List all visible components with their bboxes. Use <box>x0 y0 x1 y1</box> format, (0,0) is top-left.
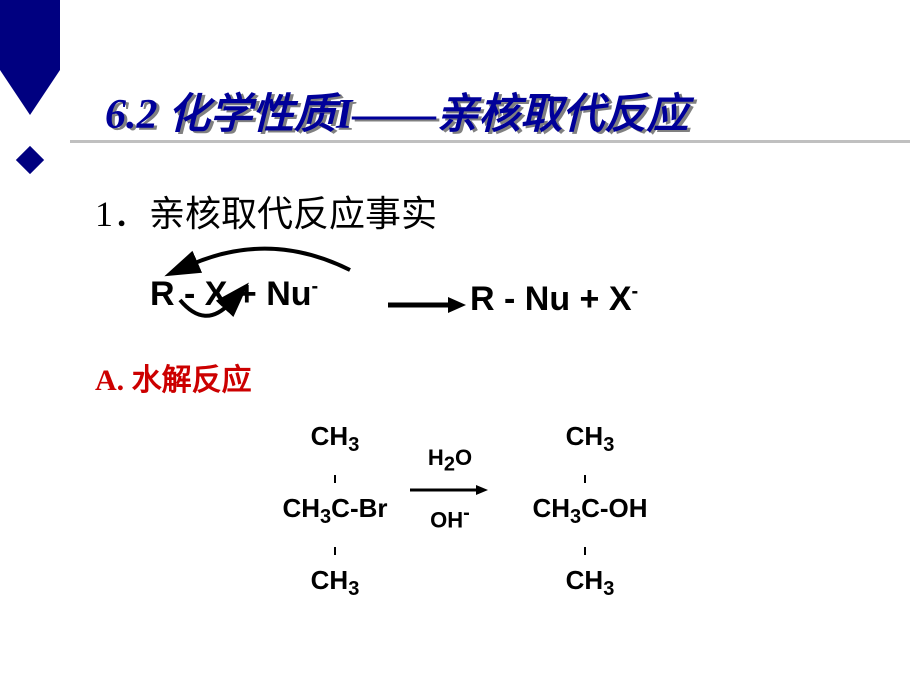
bond-bot-r <box>260 547 410 555</box>
rg-top-pre: H <box>428 445 444 470</box>
r-l2-mid: C-Br <box>331 493 387 523</box>
bond-bot-p <box>505 547 675 555</box>
slide-title: 6.2 化学性质I——亲核取代反应 <box>105 80 688 141</box>
reagent-top: H2O <box>410 445 490 476</box>
p-l3-sub: 3 <box>603 578 614 600</box>
reagent-bottom: OH- <box>410 502 490 533</box>
title-underline <box>70 140 910 143</box>
product-line1: CH3 <box>505 420 675 458</box>
equation1-left: R - X + Nu- <box>150 275 318 314</box>
sidebar-decoration <box>0 0 60 690</box>
r-l3-sub: 3 <box>348 578 359 600</box>
reaction-arrow-1 <box>388 295 468 315</box>
sub-heading-a: A. 水解反应 <box>95 355 252 399</box>
reaction-arrow-2 <box>410 484 490 496</box>
eq2-reactant: CH3 CH3C-Br CH3 <box>260 420 410 602</box>
eq1-right-sup: - <box>632 281 639 303</box>
eq1-rnu-x: R - Nu + X <box>470 280 632 318</box>
eq1-rx-nu: R - X + Nu <box>150 275 312 313</box>
bond-top-r <box>260 475 410 483</box>
eq2-reagents: H2O OH- <box>410 445 490 534</box>
sidebar-diamond <box>16 146 44 174</box>
product-line3: CH3 <box>505 564 675 602</box>
product-line2: CH3C-OH <box>505 492 675 530</box>
p-l1-pre: CH <box>566 421 604 451</box>
bond-top-p <box>505 475 675 483</box>
reactant-line1: CH3 <box>260 420 410 458</box>
p-l2-mid: C-OH <box>581 493 647 523</box>
section-heading: 1．亲核取代反应事实 <box>95 185 437 237</box>
reactant-line3: CH3 <box>260 564 410 602</box>
p-l1-sub: 3 <box>603 434 614 456</box>
rg-bot-sup: - <box>463 502 470 524</box>
eq2-product: CH3 CH3C-OH CH3 <box>505 420 675 602</box>
p-l2-pre: CH <box>532 493 570 523</box>
r-l1-sub: 3 <box>348 434 359 456</box>
rg-top-post: O <box>455 445 472 470</box>
r-l1-pre: CH <box>311 421 349 451</box>
eq1-left-sup: - <box>312 276 319 298</box>
reactant-line2: CH3C-Br <box>260 492 410 530</box>
r-l3-pre: CH <box>311 565 349 595</box>
equation1-right: R - Nu + X- <box>470 280 638 319</box>
rg-top-sub: 2 <box>444 453 455 475</box>
sidebar-triangle <box>0 0 60 70</box>
p-l3-pre: CH <box>566 565 604 595</box>
p-l2-sub: 3 <box>570 506 581 528</box>
r-l2-pre: CH <box>282 493 320 523</box>
rg-bot-pre: OH <box>430 508 463 533</box>
r-l2-sub: 3 <box>320 506 331 528</box>
